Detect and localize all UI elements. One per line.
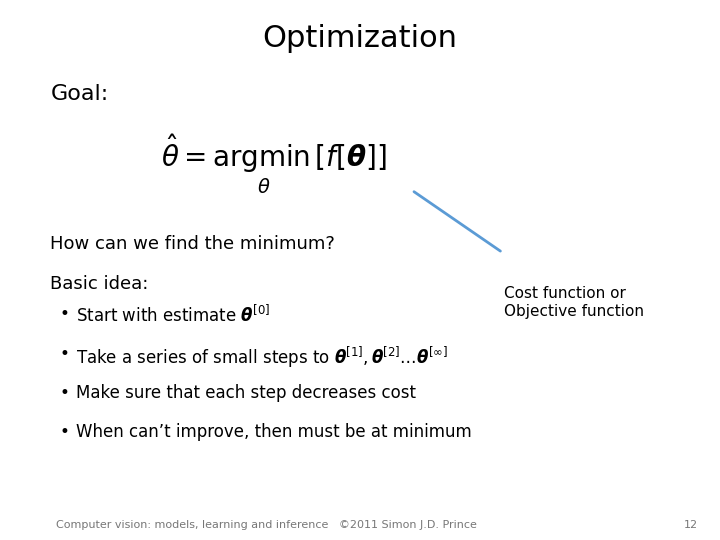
Text: Make sure that each step decreases cost: Make sure that each step decreases cost: [76, 384, 415, 402]
Text: •: •: [60, 345, 70, 362]
Text: Basic idea:: Basic idea:: [50, 275, 149, 293]
Text: Computer vision: models, learning and inference   ©2011 Simon J.D. Prince: Computer vision: models, learning and in…: [56, 520, 477, 530]
Text: How can we find the minimum?: How can we find the minimum?: [50, 235, 336, 253]
Text: •: •: [60, 305, 70, 323]
Text: •: •: [60, 423, 70, 441]
Text: Goal:: Goal:: [50, 84, 109, 104]
Text: 12: 12: [684, 520, 698, 530]
Text: Optimization: Optimization: [263, 24, 457, 53]
Text: $\hat{\theta} = \underset{\theta}{\operatorname{argmin}}\left[f[\boldsymbol{\the: $\hat{\theta} = \underset{\theta}{\opera…: [161, 132, 387, 196]
Text: Start with estimate $\boldsymbol{\theta}^{[0]}$: Start with estimate $\boldsymbol{\theta}…: [76, 305, 270, 326]
Text: Take a series of small steps to $\boldsymbol{\theta}^{[1]}, \boldsymbol{\theta}^: Take a series of small steps to $\boldsy…: [76, 345, 448, 370]
Text: When can’t improve, then must be at minimum: When can’t improve, then must be at mini…: [76, 423, 472, 441]
Text: Cost function or
Objective function: Cost function or Objective function: [504, 286, 644, 319]
Text: •: •: [60, 384, 70, 402]
